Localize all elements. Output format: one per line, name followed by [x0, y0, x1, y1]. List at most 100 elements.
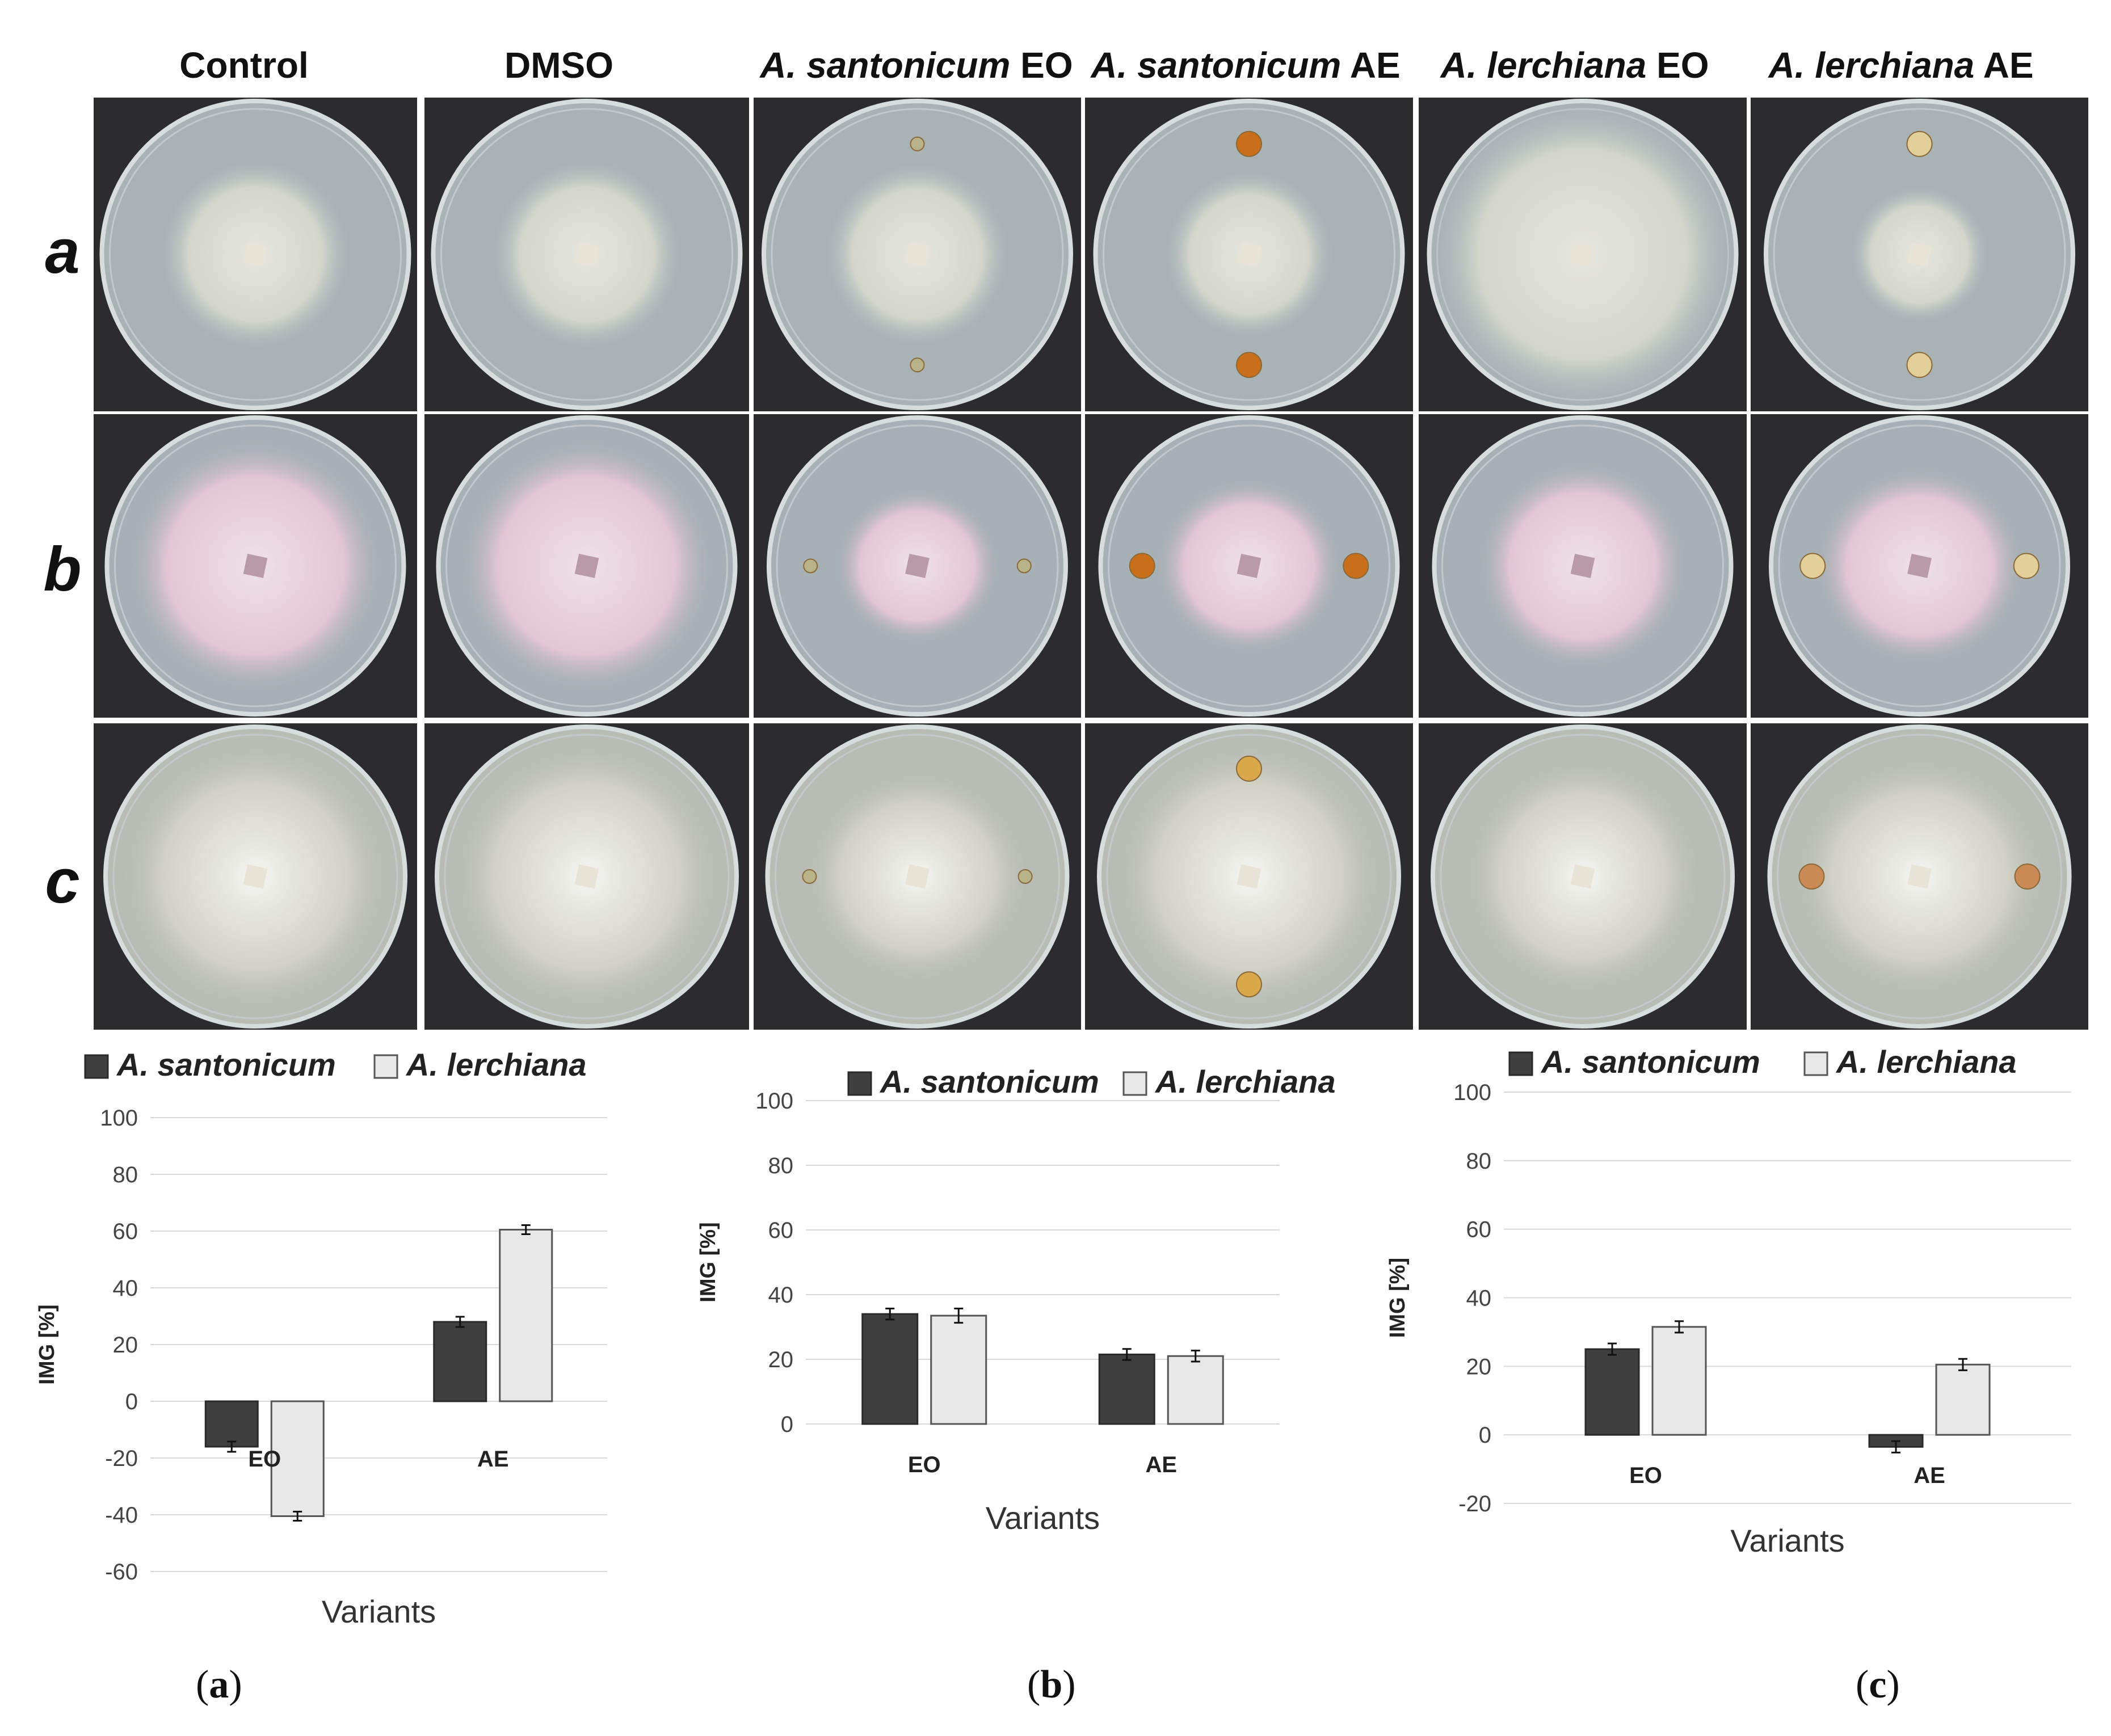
- bar-eo-santonicum: [861, 1313, 919, 1425]
- legend-label-lerchiana: A. lerchiana: [405, 1047, 586, 1082]
- category-label-eo: EO: [248, 1447, 281, 1472]
- error-bar: [227, 1440, 237, 1453]
- error-bar: [1122, 1348, 1132, 1361]
- error-bar: [455, 1316, 465, 1328]
- bar-ae-lerchiana: [1167, 1355, 1224, 1425]
- y-tick-label: 100: [100, 1106, 138, 1131]
- y-axis-title: IMG [%]: [696, 1222, 720, 1302]
- petri-dish-a-6: [1751, 98, 2088, 411]
- y-tick-label: 0: [125, 1389, 138, 1414]
- y-tick-label: 40: [113, 1276, 138, 1301]
- y-tick-label: 40: [768, 1283, 794, 1308]
- column-header-control: Control: [179, 45, 309, 86]
- petri-dish-c-1: [94, 723, 417, 1030]
- error-bar: [1958, 1358, 1967, 1371]
- legend-label-santonicum: A. santonicum: [116, 1047, 336, 1082]
- petri-dish-c-2: [424, 723, 749, 1030]
- x-axis-title: Variants: [986, 1500, 1100, 1536]
- category-label-ae: AE: [477, 1447, 509, 1472]
- column-header-lerchiana-ae: A. lerchiana AE: [1768, 45, 2034, 86]
- category-label-eo: EO: [1629, 1463, 1662, 1488]
- bar-eo-lerchiana: [1651, 1326, 1707, 1436]
- category-label-eo: EO: [908, 1452, 941, 1477]
- bar-eo-santonicum: [1584, 1348, 1640, 1436]
- petri-dish-b-1: [94, 414, 417, 718]
- row-label-c: c: [45, 846, 80, 916]
- petri-dish-b-5: [1419, 414, 1747, 718]
- column-header-santonicum-eo: A. santonicum EO: [760, 45, 1073, 86]
- y-tick-label: 60: [113, 1219, 138, 1244]
- error-bar: [521, 1224, 531, 1235]
- bar-ae-lerchiana: [1935, 1363, 1991, 1436]
- legend-label-lerchiana: A. lerchiana: [1154, 1064, 1335, 1099]
- bar-ae-santonicum: [433, 1321, 487, 1402]
- legend-label-santonicum: A. santonicum: [879, 1064, 1099, 1099]
- petri-dish-c-6: [1751, 723, 2088, 1030]
- legend-label-lerchiana: A. lerchiana: [1835, 1044, 2016, 1080]
- y-tick-label: 20: [768, 1347, 794, 1372]
- chart-b: 0 20 40 60 80 100 EO AE Variants IMG [%] A. santon…: [696, 1033, 1407, 1645]
- panel-label-a: (a): [196, 1663, 242, 1706]
- bar-eo-santonicum: [204, 1400, 259, 1448]
- y-tick-label: 20: [113, 1333, 138, 1358]
- legend-swatch-lerchiana: [373, 1054, 398, 1079]
- error-bar: [293, 1511, 302, 1522]
- y-tick-label: -20: [1458, 1491, 1491, 1516]
- y-tick-label: -60: [105, 1560, 138, 1585]
- y-tick-label: 80: [768, 1153, 794, 1178]
- petri-dish-b-4: [1085, 414, 1413, 718]
- panel-label-b: (b): [1027, 1663, 1076, 1706]
- y-tick-label: 0: [1479, 1423, 1491, 1448]
- error-bar: [1191, 1350, 1200, 1363]
- row-label-b: b: [43, 534, 82, 604]
- y-tick-label: 80: [1466, 1149, 1492, 1174]
- column-header-santonicum-ae: A. santonicum AE: [1091, 45, 1401, 86]
- y-tick-label: 60: [1466, 1217, 1492, 1242]
- legend-swatch-lerchiana: [1803, 1051, 1828, 1076]
- y-tick-label: 100: [1453, 1080, 1491, 1105]
- column-header-lerchiana-eo: A. lerchiana EO: [1440, 45, 1709, 86]
- x-axis-title: Variants: [1730, 1523, 1844, 1558]
- row-label-a: a: [45, 217, 80, 286]
- error-bar: [954, 1308, 964, 1324]
- category-label-ae: AE: [1914, 1463, 1945, 1488]
- y-tick-label: 60: [768, 1218, 794, 1243]
- y-tick-label: -20: [105, 1446, 138, 1471]
- y-axis-title: IMG [%]: [1386, 1258, 1410, 1338]
- x-axis-title: Variants: [322, 1594, 436, 1629]
- column-header-dmso: DMSO: [504, 45, 613, 86]
- legend-swatch-santonicum: [84, 1054, 109, 1079]
- error-bar: [1675, 1320, 1684, 1334]
- petri-dish-c-5: [1419, 723, 1747, 1030]
- error-bar: [1891, 1440, 1900, 1453]
- error-bar: [885, 1308, 895, 1321]
- petri-dish-b-3: [754, 414, 1081, 718]
- category-label-ae: AE: [1145, 1452, 1177, 1477]
- y-tick-label: 100: [755, 1089, 793, 1114]
- y-tick-label: 80: [113, 1162, 138, 1187]
- bar-eo-lerchiana: [270, 1400, 325, 1517]
- legend-swatch-santonicum: [847, 1071, 872, 1096]
- petri-dish-a-4: [1085, 98, 1413, 411]
- bar-ae-lerchiana: [499, 1229, 553, 1402]
- legend-swatch-santonicum: [1508, 1051, 1533, 1076]
- y-tick-label: 0: [781, 1412, 793, 1437]
- bar-eo-lerchiana: [930, 1314, 987, 1425]
- petri-dish-b-2: [424, 414, 749, 718]
- chart-c: -20 0 20 40 60 80 100 EO AE Variants IMG [%] A. san…: [1386, 1033, 2111, 1645]
- petri-dish-a-1: [94, 98, 417, 411]
- chart-a: -60 -40 -20 0 20 40 60 80 100 EO AE Variants IMG [%]…: [0, 1033, 704, 1645]
- bar-ae-santonicum: [1098, 1353, 1155, 1425]
- y-tick-label: 20: [1466, 1354, 1492, 1379]
- y-tick-label: 40: [1466, 1286, 1492, 1311]
- petri-dish-a-5: [1419, 98, 1747, 411]
- petri-dish-c-4: [1085, 723, 1413, 1030]
- petri-dish-a-2: [424, 98, 749, 411]
- petri-dish-c-3: [754, 723, 1081, 1030]
- y-tick-label: -40: [105, 1503, 138, 1528]
- petri-dish-b-6: [1751, 414, 2088, 718]
- error-bar: [1608, 1342, 1617, 1356]
- petri-dish-a-3: [754, 98, 1081, 411]
- legend-swatch-lerchiana: [1122, 1071, 1147, 1096]
- legend-label-santonicum: A. santonicum: [1540, 1044, 1760, 1080]
